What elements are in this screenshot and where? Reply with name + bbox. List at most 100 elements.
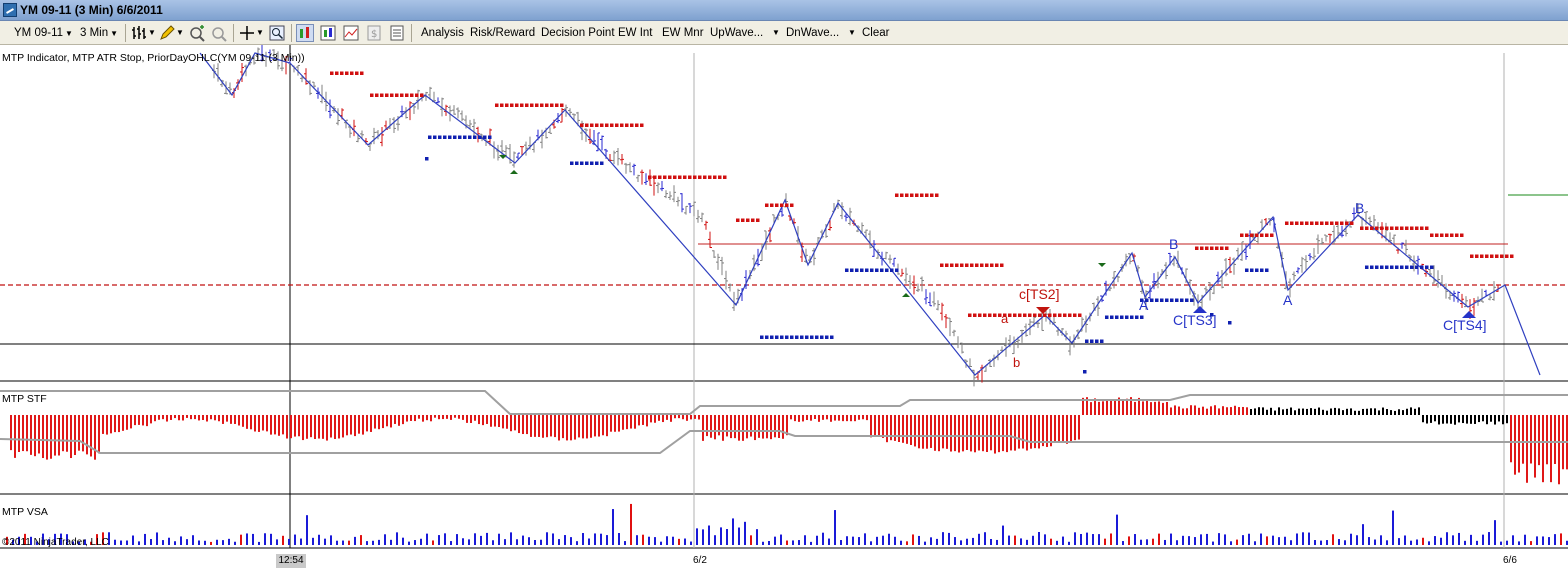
- menu-analysis[interactable]: Analysis: [421, 27, 464, 39]
- zoom-out-icon[interactable]: [210, 24, 228, 42]
- vsa-volume-bar: [822, 532, 824, 545]
- stf-histogram-bar: [1538, 415, 1540, 466]
- atr-stop-dot-blue: [1390, 265, 1394, 269]
- vsa-volume-bar: [762, 541, 764, 545]
- atr-stop-dot-blue: [1190, 298, 1194, 302]
- stf-histogram-bar: [342, 415, 344, 438]
- atr-stop-dot-red: [1360, 226, 1364, 230]
- stf-histogram-bar: [998, 415, 1000, 453]
- chart-app-icon[interactable]: [3, 3, 17, 17]
- atr-stop-dot-blue: [1265, 268, 1269, 272]
- atr-stop-dot-red: [905, 193, 909, 197]
- stf-histogram-bar: [514, 415, 516, 431]
- stf-histogram-bar: [150, 415, 152, 424]
- chevron-down-icon[interactable]: ▼: [256, 28, 264, 37]
- wave-label-b-blue-1: B: [1169, 236, 1179, 252]
- atr-stop-dot-red: [1043, 313, 1047, 317]
- atr-stop-dot-blue: [463, 135, 467, 139]
- bar-style-icon[interactable]: [130, 24, 148, 42]
- stf-histogram-bar: [830, 415, 832, 422]
- vsa-volume-bar: [1422, 537, 1424, 545]
- atr-stop-dot-blue: [1085, 339, 1089, 343]
- vsa-volume-bar: [252, 533, 254, 545]
- stf-histogram-bar: [1498, 415, 1500, 422]
- svg-text:$: $: [371, 29, 377, 40]
- chart-properties-icon[interactable]: [342, 24, 360, 42]
- vsa-volume-bar: [1104, 538, 1106, 545]
- vsa-volume-bar: [324, 538, 326, 545]
- vsa-volume-bar: [306, 515, 308, 545]
- instrument-selector[interactable]: YM 09-11 ▼: [14, 24, 73, 42]
- atr-stop-dot-blue: [765, 335, 769, 339]
- vsa-volume-bar: [1080, 533, 1082, 545]
- stf-histogram-bar: [1550, 415, 1552, 483]
- atr-stop-dot-blue: [1140, 298, 1144, 302]
- dollar-icon[interactable]: $: [365, 24, 383, 42]
- atr-stop-dot-red: [723, 175, 727, 179]
- vsa-volume-bar: [522, 535, 524, 545]
- menu-dnwave[interactable]: DnWave...: [786, 27, 840, 39]
- vsa-volume-bar: [804, 535, 806, 545]
- atr-stop-dot-red: [600, 123, 604, 127]
- menu-decision-point[interactable]: Decision Point: [541, 27, 615, 39]
- stf-histogram-bar: [558, 415, 560, 441]
- data-box-icon[interactable]: [388, 24, 406, 42]
- vsa-volume-bar: [78, 541, 80, 545]
- vsa-volume-bar: [606, 535, 608, 545]
- signal-triangle-up: [1193, 306, 1207, 313]
- atr-stop-dot-red: [1370, 226, 1374, 230]
- menu-upwave[interactable]: UpWave...: [710, 27, 764, 39]
- price-panel-label: MTP Indicator, MTP ATR Stop, PriorDayOHL…: [2, 52, 305, 64]
- vsa-volume-bar: [810, 541, 812, 545]
- chart-area[interactable]: MTP Indicator, MTP ATR Stop, PriorDayOHL…: [0, 45, 1568, 573]
- vsa-volume-bar: [210, 541, 212, 545]
- indicators-icon[interactable]: [296, 24, 314, 42]
- vsa-volume-bar: [870, 541, 872, 545]
- atr-stop-dot-red: [653, 175, 657, 179]
- interval-selector[interactable]: 3 Min ▼: [80, 24, 118, 42]
- strategies-icon[interactable]: [319, 24, 337, 42]
- menu-ew-int[interactable]: EW Int: [618, 27, 653, 39]
- chevron-down-icon[interactable]: ▼: [176, 28, 184, 37]
- vsa-volume-bar: [444, 533, 446, 545]
- vsa-volume-bar: [510, 532, 512, 545]
- stf-histogram-bar: [210, 415, 212, 420]
- stf-histogram-bar: [990, 415, 992, 451]
- pencil-draw-icon[interactable]: [158, 24, 176, 42]
- stf-histogram-bar: [654, 415, 656, 423]
- vsa-volume-bar: [972, 537, 974, 545]
- stf-histogram-bar: [994, 415, 996, 454]
- stf-histogram-bar: [110, 415, 112, 434]
- menu-ew-mnr[interactable]: EW Mnr: [662, 27, 704, 39]
- zoom-in-icon[interactable]: [188, 24, 206, 42]
- stf-histogram-bar: [882, 415, 884, 438]
- stf-histogram-bar: [318, 415, 320, 439]
- stf-histogram-bar: [1018, 415, 1020, 449]
- menu-clear[interactable]: Clear: [862, 27, 890, 39]
- atr-stop-dot-red: [550, 103, 554, 107]
- chart-canvas[interactable]: [0, 45, 1568, 573]
- atr-stop-dot-red: [585, 123, 589, 127]
- stf-histogram-bar: [1370, 408, 1372, 415]
- stf-histogram-bar: [866, 415, 868, 421]
- atr-stop-dot-red: [698, 175, 702, 179]
- atr-stop-dot-red: [1320, 221, 1324, 225]
- stf-histogram-bar: [550, 415, 552, 437]
- wave-label-a-blue-1: A: [1139, 297, 1149, 313]
- vsa-volume-bar: [618, 533, 620, 545]
- menu-risk-reward[interactable]: Risk/Reward: [470, 27, 536, 39]
- atr-stop-dot-red: [545, 103, 549, 107]
- chevron-down-icon[interactable]: ▼: [148, 28, 156, 37]
- find-icon[interactable]: [268, 24, 286, 42]
- stf-histogram-bar: [494, 415, 496, 427]
- chevron-down-icon[interactable]: ▼: [848, 28, 856, 37]
- atr-stop-dot-red: [335, 71, 339, 75]
- atr-stop-dot-red: [1505, 254, 1509, 258]
- chevron-down-icon[interactable]: ▼: [772, 28, 780, 37]
- vsa-volume-bar: [738, 527, 740, 545]
- vsa-volume-bar: [462, 538, 464, 545]
- crosshair-icon[interactable]: [238, 24, 256, 42]
- stf-histogram-bar: [1190, 405, 1192, 415]
- stf-histogram-bar: [850, 415, 852, 422]
- vsa-volume-bar: [318, 534, 320, 545]
